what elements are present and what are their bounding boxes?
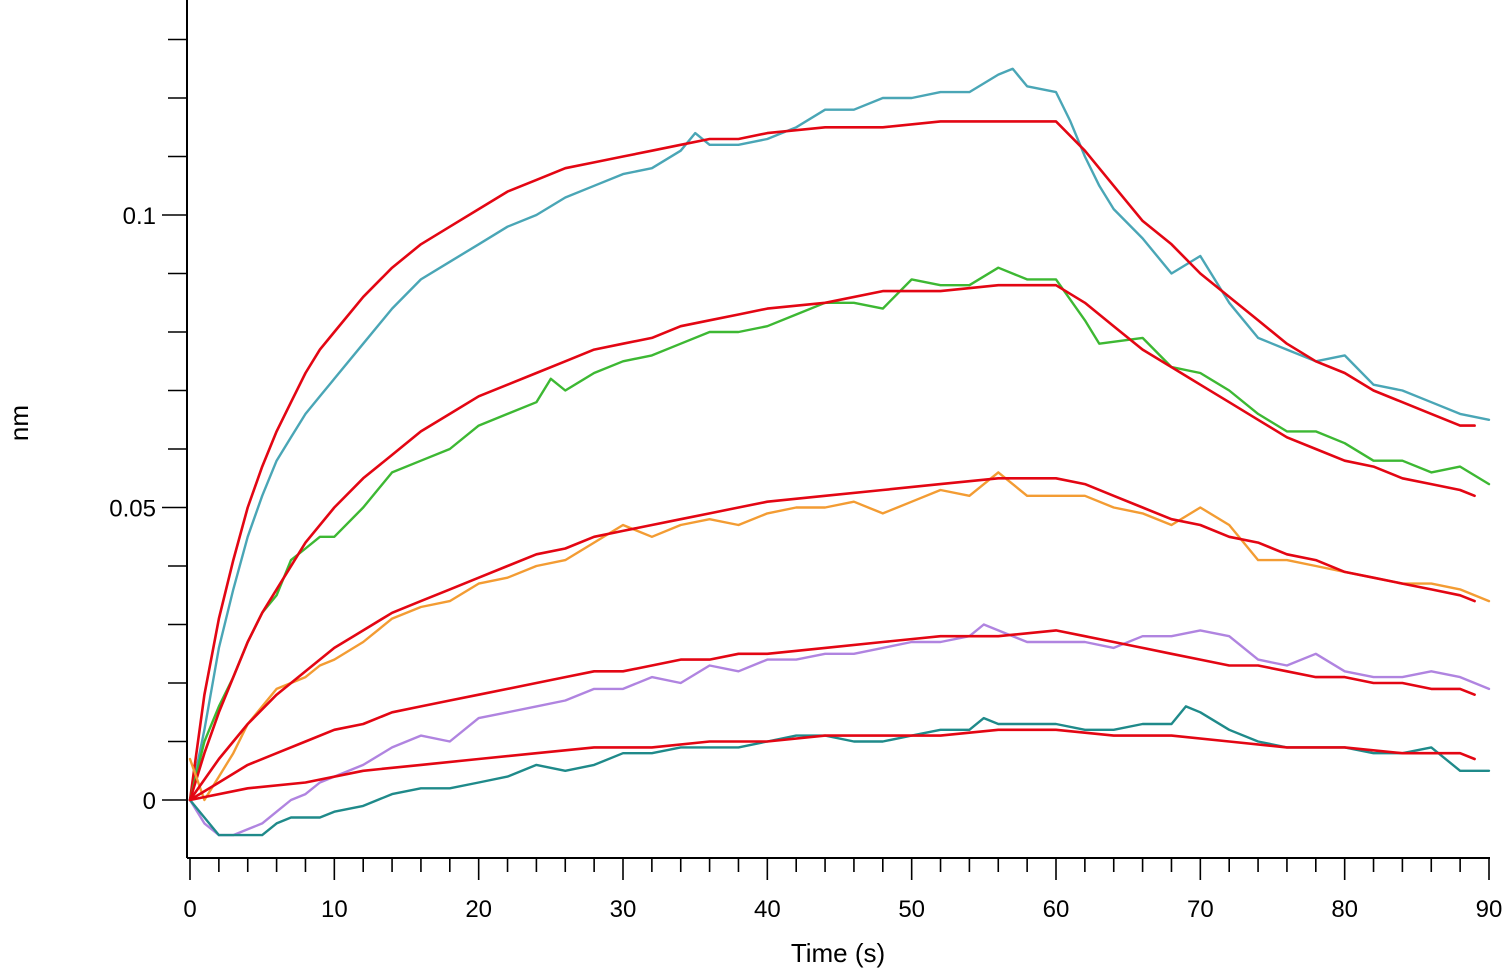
- measured-curve-8: [188, 705, 1491, 837]
- fit-curve-3: [188, 283, 1476, 802]
- x-axis-title: Time (s): [791, 938, 885, 968]
- plot-series: [188, 67, 1491, 837]
- measured-curve-6: [188, 623, 1491, 837]
- measured-curve-4: [188, 471, 1491, 802]
- x-tick-label: 50: [898, 896, 925, 923]
- fit-curve-5: [188, 476, 1476, 802]
- x-tick-label: 20: [465, 896, 492, 923]
- x-tick-label: 90: [1476, 896, 1503, 923]
- x-tick-label: 30: [610, 896, 637, 923]
- x-tick-label: 70: [1187, 896, 1214, 923]
- measured-curve-0: [188, 67, 1491, 802]
- y-tick-label: 0: [143, 788, 156, 815]
- x-tick-label: 0: [183, 896, 196, 923]
- x-tick-label: 80: [1331, 896, 1358, 923]
- y-tick-label: 0.1: [123, 203, 156, 230]
- x-tick-label: 10: [321, 896, 348, 923]
- y-tick-label: 0.05: [109, 496, 156, 523]
- fit-curve-7: [188, 629, 1476, 802]
- axes: [186, 0, 1490, 859]
- measured-curve-2: [188, 266, 1491, 802]
- ticks: 0 10 20 30 40 50 60 70 80 90 0 0.05 0.1: [109, 38, 1503, 923]
- y-axis-title: nm: [4, 405, 34, 441]
- x-tick-label: 60: [1043, 896, 1070, 923]
- x-tick-label: 40: [754, 896, 781, 923]
- fit-curve-9: [188, 728, 1476, 802]
- fit-curve-1: [188, 120, 1476, 802]
